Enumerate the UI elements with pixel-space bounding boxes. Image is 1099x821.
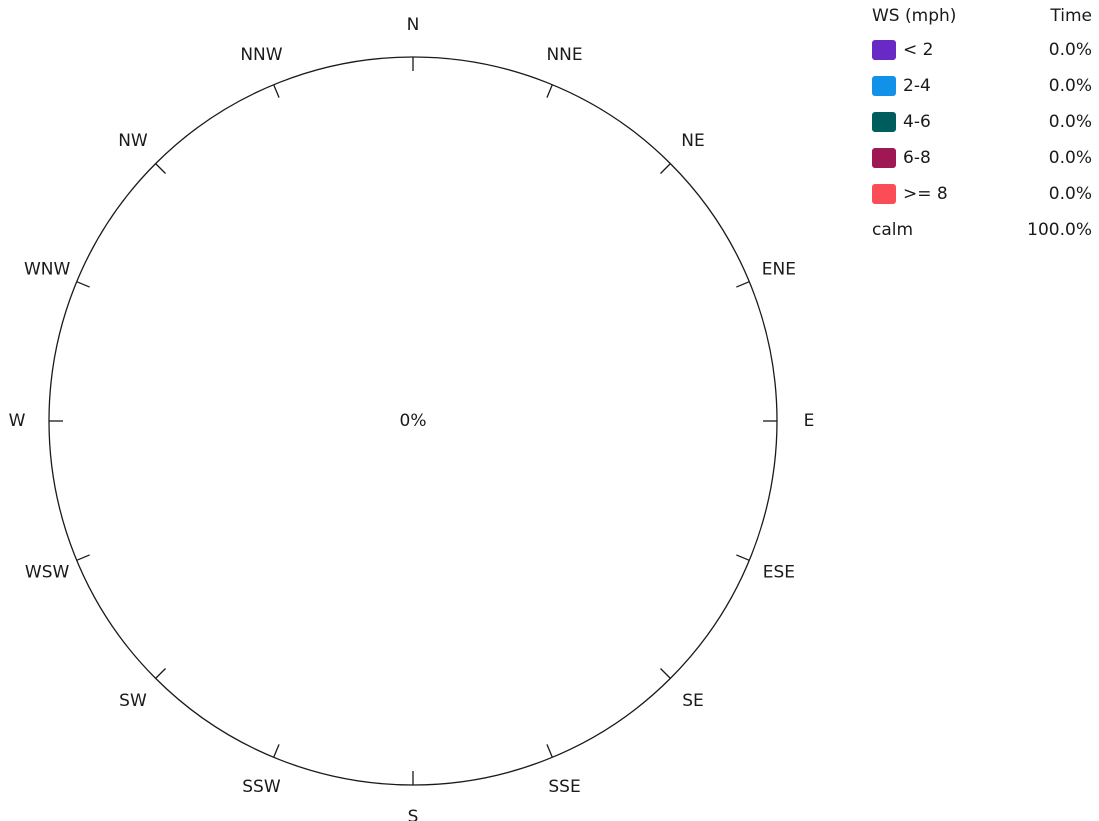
direction-tick (736, 281, 750, 288)
legend-calm-value: 100.0% (1027, 220, 1092, 240)
center-label: 0% (400, 411, 427, 431)
legend-header: WS (mph) Time (872, 6, 1092, 40)
legend-swatch (872, 76, 896, 96)
legend-item: 2-4 0.0% (872, 76, 1092, 112)
legend-item-value: 0.0% (1048, 40, 1092, 60)
direction-tick (273, 744, 280, 758)
legend-swatch (872, 112, 896, 132)
legend-item-value: 0.0% (1048, 184, 1092, 204)
legend-swatch (872, 184, 896, 204)
direction-label: NE (681, 131, 704, 151)
legend-swatch (872, 40, 896, 60)
legend-item-label: < 2 (903, 40, 934, 60)
direction-label: E (804, 411, 815, 431)
direction-tick (76, 281, 90, 288)
legend-item: < 2 0.0% (872, 40, 1092, 76)
legend-item: 4-6 0.0% (872, 112, 1092, 148)
legend-item-label: 4-6 (903, 112, 931, 132)
legend-item-value: 0.0% (1048, 112, 1092, 132)
direction-label: WNW (24, 259, 71, 279)
direction-tick (155, 668, 166, 679)
direction-tick (76, 554, 90, 561)
legend-header-time: Time (1050, 6, 1092, 26)
direction-label: S (408, 807, 419, 821)
direction-tick (546, 744, 553, 758)
direction-tick (660, 163, 671, 174)
direction-tick (736, 554, 750, 561)
legend-item-value: 0.0% (1048, 148, 1092, 168)
direction-label: WSW (25, 563, 70, 583)
legend-calm: calm 100.0% (872, 220, 1092, 256)
direction-label: SE (682, 691, 704, 711)
legend-item-label: 6-8 (903, 148, 931, 168)
legend-item-label: 2-4 (903, 76, 931, 96)
direction-label: SSW (242, 777, 281, 797)
direction-label: SSE (548, 777, 580, 797)
direction-tick (273, 84, 280, 98)
legend-header-speed: WS (mph) (872, 6, 957, 26)
direction-label: NNW (240, 45, 282, 65)
legend-item-value: 0.0% (1048, 76, 1092, 96)
direction-labels: N NNE NE ENE E ESE SE SSE S SSW SW WSW W WNW NW NNW (9, 15, 815, 821)
direction-label: NW (118, 131, 148, 151)
legend-item: >= 8 0.0% (872, 184, 1092, 220)
direction-label: N (407, 15, 420, 35)
direction-label: SW (119, 691, 147, 711)
direction-ticks (49, 57, 777, 785)
direction-label: ESE (763, 563, 795, 583)
legend-item-label: >= 8 (903, 184, 948, 204)
legend: WS (mph) Time < 2 0.0% 2-4 0.0% 4-6 0.0%… (872, 6, 1092, 256)
legend-swatch (872, 148, 896, 168)
direction-tick (546, 84, 553, 98)
direction-label: W (9, 411, 26, 431)
direction-tick (660, 668, 671, 679)
legend-calm-label: calm (872, 220, 914, 240)
direction-label: ENE (762, 259, 796, 279)
direction-label: NNE (546, 45, 582, 65)
direction-tick (155, 163, 166, 174)
legend-item: 6-8 0.0% (872, 148, 1092, 184)
